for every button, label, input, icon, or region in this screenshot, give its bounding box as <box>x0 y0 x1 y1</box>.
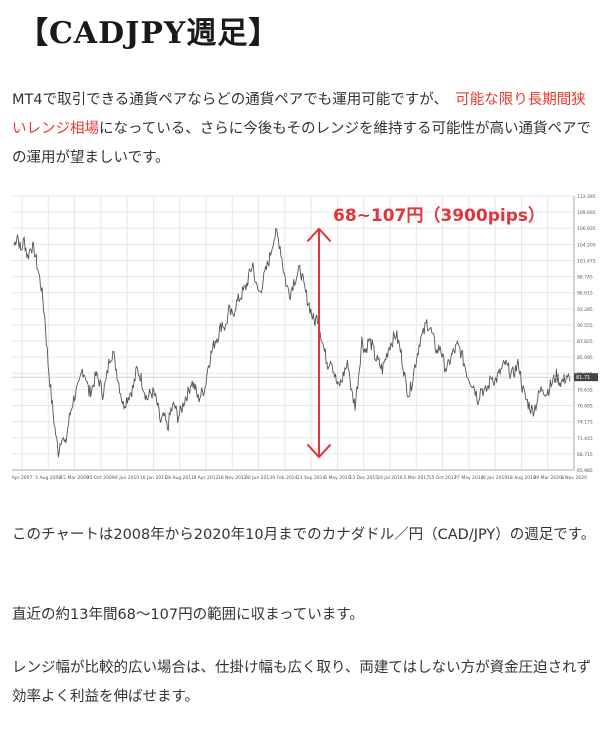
x-tick-label: 15 Oct 2017 <box>429 475 457 481</box>
y-tick-label: 85.095 <box>577 355 593 361</box>
page-title: 【CADJPY週足】 <box>18 16 280 51</box>
x-tick-label: 30 Jun 2013 <box>245 475 272 481</box>
y-tick-label: 71.445 <box>577 436 593 442</box>
y-tick-label: 98.745 <box>577 275 593 281</box>
chart-background <box>12 190 600 485</box>
advice-paragraph: レンジ幅が比較的広い場合は、仕掛け幅も広く取り、両建てはしない方が資金圧迫されず… <box>12 660 592 705</box>
price-badge <box>574 373 598 382</box>
x-tick-label: 6 Jan 2019 <box>483 475 507 481</box>
y-tick-label: 74.175 <box>577 420 593 426</box>
x-tick-label: 9 Feb 2014 <box>272 475 297 481</box>
x-tick-label: 16 Jan 2011 <box>140 475 167 481</box>
y-tick-label: 93.285 <box>577 307 593 313</box>
range-annotation: 68~107円（3900pips） <box>333 205 545 226</box>
y-tick-label: 101.475 <box>577 258 596 264</box>
x-tick-label: 28 Aug 2011 <box>165 475 194 481</box>
y-tick-label: 68.715 <box>577 452 593 458</box>
x-tick-label: 21 Sep 2014 <box>297 475 326 481</box>
x-tick-label: 29 Mar 2020 <box>533 475 562 481</box>
range-description: 直近の約13年間68～107円の範囲に収まっています。 <box>12 607 364 623</box>
x-tick-label: 25 Oct 2009 <box>87 475 115 481</box>
x-tick-label: 27 May 2018 <box>454 475 483 481</box>
y-tick-label: 106.935 <box>577 226 596 232</box>
y-tick-label: 79.635 <box>577 387 593 393</box>
y-tick-label: 109.665 <box>577 210 596 216</box>
x-tick-label: 13 Dec 2015 <box>349 475 378 481</box>
y-tick-label: 104.205 <box>577 242 596 248</box>
intro-text-2: になっている、さらに今後もそのレンジを維持する可能性が高い通貨ペアでの運用が望ま… <box>12 121 591 166</box>
intro-highlight: 可能な限り長期間狭いレンジ相場 <box>12 92 586 137</box>
x-tick-label: 8 Nov 2020 <box>561 475 587 481</box>
x-tick-label: Apr 2007 <box>12 475 32 481</box>
y-tick-label: 96.015 <box>577 291 593 297</box>
x-tick-label: 5 Mar 2017 <box>403 475 429 481</box>
range-arrow-head-bottom <box>307 444 331 459</box>
x-tick-label: 6 Jun 2010 <box>115 475 139 481</box>
x-tick-label: 18 Aug 2019 <box>507 475 536 481</box>
y-tick-label: 87.825 <box>577 339 593 345</box>
price-chart: 112.395 109.665 106.935 104.205 101.475 98.74… <box>12 190 600 485</box>
y-tick-label: 76.905 <box>577 404 593 410</box>
x-tick-label: 5 Aug 2008 <box>35 475 61 481</box>
x-tick-label: 18 Nov 2012 <box>218 475 247 481</box>
x-tick-label: 8 Apr 2012 <box>194 475 219 481</box>
chart-svg: 112.395 109.665 106.935 104.205 101.475 98.74… <box>12 190 600 485</box>
x-tick-label: 24 Jul 2016 <box>377 475 403 481</box>
y-tick-label: 90.555 <box>577 323 593 329</box>
x-tick-label: 3 May 2015 <box>324 475 351 481</box>
range-arrow-head-top <box>307 227 331 242</box>
intro-paragraph: MT4で取引できる通貨ペアならどの通貨ペアでも運用可能ですが、 可能な限り長期間… <box>12 86 597 173</box>
y-tick-label: 112.395 <box>577 194 596 200</box>
y-tick-label: 65.985 <box>577 468 593 474</box>
x-tick-label: 15 Mar 2009 <box>60 475 89 481</box>
price-series-line <box>13 227 571 458</box>
intro-text-1: MT4で取引できる通貨ペアならどの通貨ペアでも運用可能ですが、 <box>12 92 456 108</box>
price-badge-label: 81.71 <box>576 375 590 381</box>
chart-description: このチャートは2008年から2020年10月までのカナダドル／円（CAD/JPY… <box>12 527 596 543</box>
